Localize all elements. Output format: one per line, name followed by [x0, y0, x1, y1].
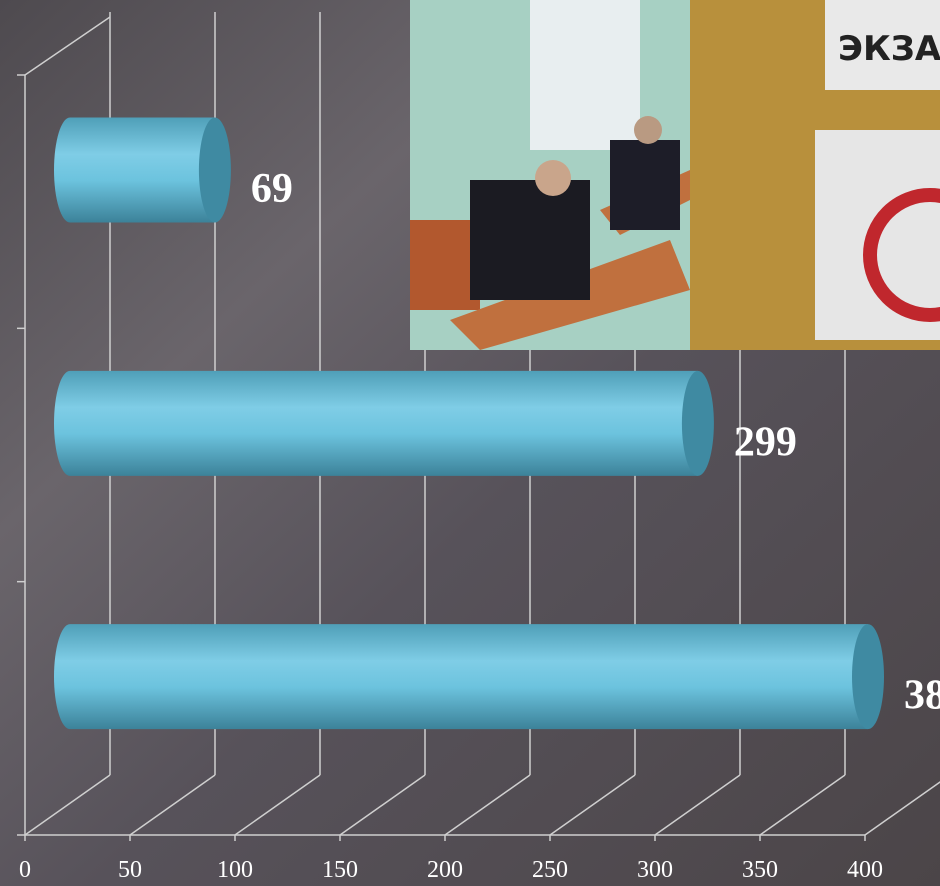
grid-line — [549, 774, 636, 836]
bar-body — [54, 117, 215, 223]
grid-line — [24, 774, 111, 836]
x-tick-label: 400 — [847, 857, 883, 883]
value-label: 299 — [734, 419, 797, 465]
x-tick-label: 250 — [532, 857, 568, 883]
bar-cap — [852, 624, 884, 730]
value-label: 69 — [251, 166, 293, 212]
grid-line — [339, 774, 426, 836]
photo: ЭКЗА — [410, 0, 940, 350]
axis-line — [24, 16, 111, 76]
bar-cap — [681, 370, 714, 476]
grid-line — [864, 781, 940, 836]
grid-line — [444, 774, 531, 836]
grid-line — [234, 774, 321, 836]
x-tick-label: 150 — [322, 857, 358, 883]
x-tick-label: 0 — [19, 857, 31, 883]
x-tick-label: 50 — [118, 857, 142, 883]
value-label: 380 — [904, 673, 940, 719]
x-tick-label: 100 — [217, 857, 253, 883]
grid-line — [654, 774, 741, 836]
bar — [54, 624, 884, 730]
bar-body — [54, 370, 698, 476]
bars: 69 299 380 — [54, 117, 940, 730]
x-tick-label: 300 — [637, 857, 673, 883]
bar — [54, 370, 714, 476]
x-tick-label: 200 — [427, 857, 463, 883]
grid-line — [129, 774, 216, 836]
photo-text: ЭКЗА — [838, 29, 940, 69]
bar — [54, 117, 231, 223]
bar-cap — [198, 117, 231, 223]
x-tick-label: 350 — [742, 857, 778, 883]
bar-body — [54, 624, 868, 730]
grid-line — [759, 774, 846, 836]
